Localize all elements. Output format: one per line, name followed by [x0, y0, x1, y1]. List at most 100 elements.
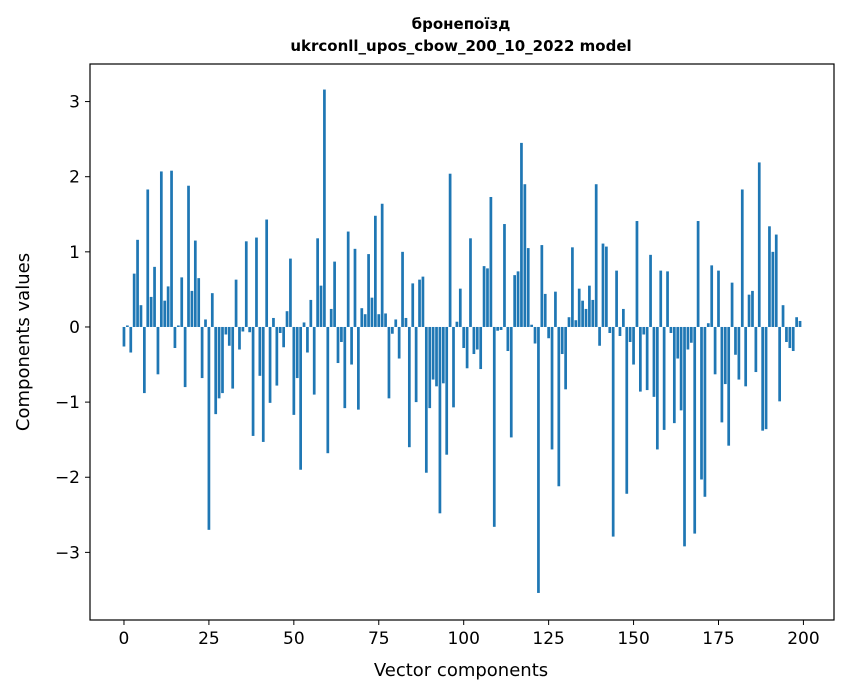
bar-73: [370, 297, 374, 327]
bar-163: [676, 326, 680, 359]
bar-115: [513, 275, 517, 327]
bar-76: [380, 203, 384, 327]
bar-130: [564, 326, 567, 390]
bar-20: [190, 290, 194, 327]
bar-186: [754, 326, 758, 373]
bar-29: [221, 326, 224, 394]
bar-63: [336, 326, 340, 364]
bar-58: [319, 285, 323, 327]
bar-46: [278, 326, 282, 333]
bar-47: [282, 326, 285, 348]
bar-188: [761, 326, 765, 431]
bar-152: [639, 326, 642, 392]
bar-193: [778, 326, 781, 402]
y-tick-label-0: 3: [69, 93, 80, 113]
bar-66: [346, 231, 350, 327]
bar-83: [404, 317, 408, 327]
bar-126: [550, 326, 554, 450]
x-axis: 0 25 50 75 100 125 150 175 200: [119, 620, 820, 649]
bar-192: [774, 234, 778, 327]
bar-178: [727, 326, 731, 446]
bar-133: [574, 320, 578, 327]
bar-176: [720, 326, 724, 423]
bar-91: [431, 326, 435, 380]
bar-13: [166, 286, 170, 327]
bar-55: [309, 299, 313, 327]
bar-171: [703, 326, 707, 497]
bar-127: [554, 291, 557, 327]
bar-162: [672, 326, 676, 424]
bar-79: [391, 326, 394, 334]
bar-90: [428, 326, 432, 409]
bar-10: [156, 326, 160, 375]
bar-113: [506, 326, 510, 352]
x-tick-label-50: 50: [283, 629, 305, 649]
bar-140: [598, 326, 601, 346]
bar-96: [448, 173, 452, 327]
x-tick-label-0: 0: [119, 629, 130, 649]
bar-155: [649, 254, 652, 327]
bar-199: [798, 320, 802, 327]
bar-40: [258, 326, 262, 376]
bar-18: [183, 326, 187, 388]
bar-135: [581, 300, 584, 327]
bar-184: [747, 294, 751, 327]
x-axis-label: Vector components: [374, 660, 548, 681]
bar-48: [285, 311, 289, 327]
bar-2: [129, 326, 133, 353]
bar-54: [306, 326, 309, 353]
bar-61: [329, 308, 333, 327]
y-axis: 3 2 1 0 −1 −2 −3: [55, 93, 90, 563]
bar-123: [540, 245, 544, 327]
bar-147: [622, 308, 625, 327]
bar-85: [411, 283, 415, 327]
bar-24: [204, 319, 207, 327]
bar-37: [248, 326, 252, 333]
bar-0: [122, 326, 126, 347]
bar-56: [312, 326, 316, 395]
bar-109: [492, 326, 496, 527]
bar-59: [323, 89, 326, 327]
bar-9: [153, 266, 156, 327]
bar-182: [740, 189, 744, 327]
bar-8: [149, 296, 153, 327]
bar-39: [255, 237, 258, 327]
bar-86: [414, 326, 418, 403]
bar-26: [210, 293, 214, 327]
bar-78: [387, 326, 391, 399]
bar-156: [652, 326, 656, 397]
bar-14: [170, 170, 173, 327]
bar-21: [193, 240, 197, 327]
bar-19: [187, 185, 190, 327]
bar-168: [693, 326, 697, 534]
bar-44: [272, 317, 275, 327]
bar-98: [455, 321, 459, 327]
bar-137: [588, 285, 591, 327]
bar-101: [465, 326, 469, 369]
bar-114: [509, 326, 513, 438]
bar-102: [469, 238, 472, 327]
bar-33: [234, 279, 238, 327]
bar-174: [713, 326, 717, 375]
x-tick-label-75: 75: [368, 629, 390, 649]
bar-106: [482, 266, 486, 327]
x-tick-label-125: 125: [532, 629, 564, 649]
bar-157: [655, 326, 659, 450]
bar-7: [146, 189, 150, 327]
plot-frame: [89, 63, 835, 621]
bar-30: [224, 326, 228, 335]
bar-16: [176, 325, 180, 327]
bar-77: [384, 313, 387, 327]
bar-146: [618, 326, 622, 336]
bar-45: [275, 326, 279, 386]
x-tick-label-25: 25: [198, 629, 220, 649]
bar-141: [601, 243, 605, 327]
bar-110: [496, 326, 500, 331]
bar-138: [591, 299, 595, 327]
bar-150: [632, 326, 635, 365]
bar-195: [785, 326, 788, 342]
bar-62: [333, 261, 336, 327]
bar-160: [666, 271, 669, 327]
bar-185: [751, 290, 754, 327]
bar-170: [700, 326, 703, 480]
